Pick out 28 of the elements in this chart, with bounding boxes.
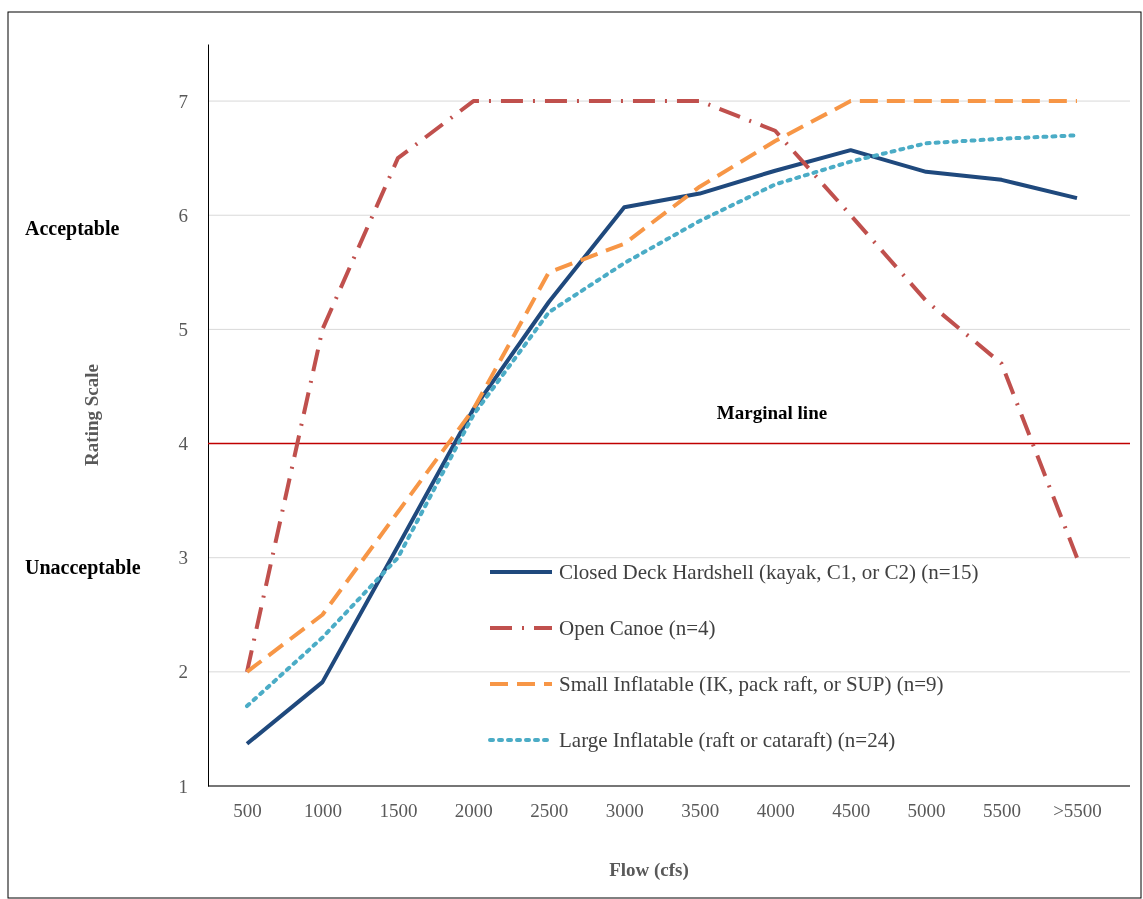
y-tick-label: 1 — [178, 775, 188, 797]
x-tick-label: 500 — [233, 800, 262, 822]
y-tick-label: 5 — [178, 318, 188, 340]
y-tick-label: 6 — [178, 204, 188, 226]
x-tick-label: 3000 — [605, 800, 644, 822]
x-tick-label: >5500 — [1053, 800, 1102, 822]
x-axis-title: Flow (cfs) — [609, 859, 689, 881]
y-axis-title: Rating Scale — [81, 364, 102, 466]
x-tick-label: 4500 — [832, 800, 871, 822]
x-tick-label: 5500 — [983, 800, 1022, 822]
x-tick-label: 2500 — [530, 800, 569, 822]
text: Unacceptable — [25, 556, 141, 579]
y-tick-label: 3 — [178, 547, 188, 569]
y-tick-label: 2 — [178, 661, 188, 683]
x-tick-label: 2000 — [454, 800, 493, 822]
y-tick-label: 7 — [178, 90, 188, 112]
x-tick-label: 1500 — [379, 800, 418, 822]
x-tick-label: 5000 — [907, 800, 946, 822]
ref-line-label: Marginal line — [716, 401, 828, 423]
legend-label: Closed Deck Hardshell (kayak, C1, or C2) (n=15) — [559, 560, 979, 584]
legend-label: Large Inflatable (raft or cataraft) (n=24) — [559, 728, 896, 752]
y-tick-label: 4 — [178, 433, 189, 455]
text: Acceptable — [25, 217, 120, 240]
legend-label: Open Canoe (n=4) — [559, 616, 716, 640]
x-tick-label: 3500 — [681, 800, 720, 822]
x-tick-label: 4000 — [756, 800, 795, 822]
legend-label: Small Inflatable (IK, pack raft, or SUP) (n=9) — [559, 672, 944, 696]
x-tick-label: 1000 — [303, 800, 342, 822]
